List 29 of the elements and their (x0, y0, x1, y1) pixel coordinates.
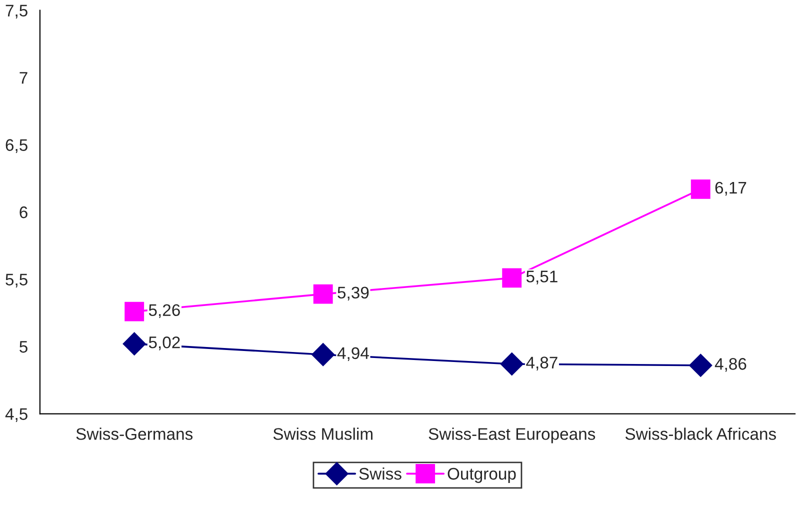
data-label: 5,26 (148, 304, 180, 318)
x-tick-label: Swiss-Germans (76, 428, 193, 440)
data-label: 4,87 (526, 356, 558, 370)
y-tick-label: 4,5 (5, 408, 28, 422)
y-tick-label: 7 (20, 72, 28, 84)
data-label: 5,39 (338, 286, 369, 301)
legend-label: Outgroup (448, 468, 516, 483)
data-label: 4,94 (337, 347, 369, 362)
point (502, 268, 522, 288)
point (122, 332, 146, 356)
data-label: 5,02 (148, 336, 180, 350)
point (313, 284, 333, 304)
legend-label: Swiss (359, 467, 402, 480)
y-tick-label: 6 (20, 206, 28, 218)
y-tick-label: 6,5 (6, 139, 28, 153)
x-tick-label: Swiss-East Europeans (428, 428, 596, 444)
point (500, 352, 524, 376)
point (124, 302, 144, 322)
point (689, 354, 712, 377)
data-label: 6,17 (715, 182, 746, 196)
y-tick-label: 5,5 (6, 274, 28, 288)
point (312, 343, 335, 366)
point (690, 179, 710, 199)
x-tick-label: Swiss-black Africans (625, 428, 776, 440)
data-label: 4,86 (714, 358, 746, 372)
y-tick-label: 5 (20, 341, 28, 353)
data-label: 5,51 (526, 270, 558, 284)
y-tick-label: 7,5 (6, 4, 28, 18)
x-tick-label: Swiss Muslim (273, 428, 372, 440)
